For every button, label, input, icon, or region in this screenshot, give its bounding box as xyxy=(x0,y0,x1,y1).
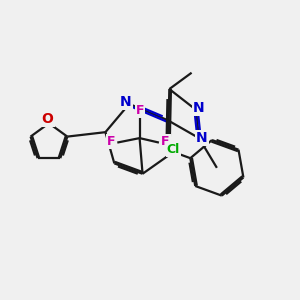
Text: O: O xyxy=(41,112,53,126)
Text: F: F xyxy=(161,135,170,148)
Text: N: N xyxy=(196,131,208,145)
Text: Cl: Cl xyxy=(167,142,180,155)
Text: F: F xyxy=(136,104,144,117)
Text: N: N xyxy=(120,94,131,109)
Text: F: F xyxy=(106,135,115,148)
Text: N: N xyxy=(193,101,205,115)
